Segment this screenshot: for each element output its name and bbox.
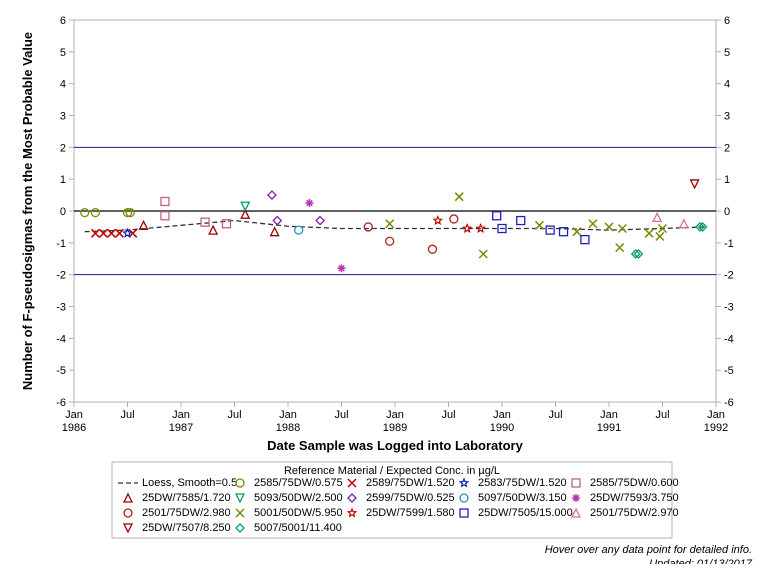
legend-title: Reference Material / Expected Conc. in µ… bbox=[284, 465, 500, 477]
legend-item: 2599/75DW/0.525 bbox=[348, 492, 455, 504]
legend-item: 25DW/7593/3.750 bbox=[572, 492, 679, 504]
svg-text:2: 2 bbox=[60, 142, 66, 154]
svg-text:1: 1 bbox=[724, 174, 730, 186]
svg-text:2585/75DW/0.575: 2585/75DW/0.575 bbox=[254, 477, 343, 489]
svg-text:4: 4 bbox=[724, 79, 730, 91]
svg-text:Jan: Jan bbox=[65, 409, 83, 421]
svg-text:-3: -3 bbox=[56, 302, 66, 314]
svg-text:Jan: Jan bbox=[707, 409, 725, 421]
footer-line1: Hover over any data point for detailed i… bbox=[545, 544, 752, 556]
svg-text:2599/75DW/0.525: 2599/75DW/0.525 bbox=[366, 492, 455, 504]
svg-text:5093/50DW/2.500: 5093/50DW/2.500 bbox=[254, 492, 343, 504]
svg-text:Jan: Jan bbox=[493, 409, 511, 421]
svg-text:1989: 1989 bbox=[383, 422, 407, 434]
legend-item: 2589/75DW/1.520 bbox=[348, 477, 455, 489]
legend-item: 5001/50DW/5.950 bbox=[236, 507, 343, 519]
legend-item: Loess, Smooth=0.5 bbox=[118, 477, 237, 489]
chart-container: -6 -6 -5 -5 -4 -4 -3 -3 -2 -2 -1 -1 0 0 1 1 2 2 3 3 4 4 5 5 6 6 Ja… bbox=[12, 12, 756, 564]
svg-text:Loess, Smooth=0.5: Loess, Smooth=0.5 bbox=[142, 477, 237, 489]
svg-text:5001/50DW/5.950: 5001/50DW/5.950 bbox=[254, 507, 343, 519]
legend-item: 2501/75DW/2.980 bbox=[124, 507, 231, 519]
svg-text:-1: -1 bbox=[724, 238, 734, 250]
svg-text:Jan: Jan bbox=[600, 409, 618, 421]
svg-text:25DW/7585/1.720: 25DW/7585/1.720 bbox=[142, 492, 231, 504]
svg-text:-5: -5 bbox=[724, 365, 734, 377]
svg-text:2: 2 bbox=[724, 142, 730, 154]
svg-text:-1: -1 bbox=[56, 238, 66, 250]
svg-text:6: 6 bbox=[724, 15, 730, 27]
svg-text:2583/75DW/1.520: 2583/75DW/1.520 bbox=[478, 477, 567, 489]
legend-item: 5093/50DW/2.500 bbox=[236, 492, 343, 504]
footer-line2: Updated: 01/13/2017 bbox=[649, 558, 753, 564]
legend-item: 25DW/7505/15.000 bbox=[460, 507, 573, 519]
x-axis-label: Date Sample was Logged into Laboratory bbox=[267, 438, 523, 453]
svg-text:4: 4 bbox=[60, 79, 66, 91]
svg-text:1991: 1991 bbox=[597, 422, 621, 434]
svg-text:3: 3 bbox=[724, 111, 730, 123]
svg-text:2501/75DW/2.980: 2501/75DW/2.980 bbox=[142, 507, 231, 519]
svg-text:Jul: Jul bbox=[655, 409, 669, 421]
svg-text:25DW/7505/15.000: 25DW/7505/15.000 bbox=[478, 507, 573, 519]
legend-item: 2585/75DW/0.575 bbox=[236, 477, 343, 489]
scatter-chart: -6 -6 -5 -5 -4 -4 -3 -3 -2 -2 -1 -1 0 0 1 1 2 2 3 3 4 4 5 5 6 6 Ja… bbox=[12, 12, 756, 564]
svg-text:-5: -5 bbox=[56, 365, 66, 377]
svg-text:3: 3 bbox=[60, 111, 66, 123]
svg-text:-2: -2 bbox=[56, 270, 66, 282]
svg-text:5: 5 bbox=[60, 47, 66, 59]
svg-text:-2: -2 bbox=[724, 270, 734, 282]
svg-text:1986: 1986 bbox=[62, 422, 86, 434]
svg-text:2585/75DW/0.600: 2585/75DW/0.600 bbox=[590, 477, 679, 489]
svg-text:0: 0 bbox=[60, 206, 66, 218]
svg-text:25DW/7507/8.250: 25DW/7507/8.250 bbox=[142, 522, 231, 534]
svg-text:Jul: Jul bbox=[441, 409, 455, 421]
svg-text:1987: 1987 bbox=[169, 422, 193, 434]
svg-text:1: 1 bbox=[60, 174, 66, 186]
svg-text:-6: -6 bbox=[56, 397, 66, 409]
svg-text:-6: -6 bbox=[724, 397, 734, 409]
legend-item: 25DW/7599/1.580 bbox=[348, 507, 454, 519]
legend-item: 5007/5001/11.400 bbox=[236, 522, 342, 534]
svg-text:5: 5 bbox=[724, 47, 730, 59]
svg-text:1990: 1990 bbox=[490, 422, 514, 434]
legend-item: 2585/75DW/0.600 bbox=[572, 477, 679, 489]
svg-text:2589/75DW/1.520: 2589/75DW/1.520 bbox=[366, 477, 455, 489]
svg-text:Jan: Jan bbox=[279, 409, 297, 421]
svg-text:-4: -4 bbox=[56, 333, 66, 345]
legend-item: 25DW/7585/1.720 bbox=[124, 492, 231, 504]
svg-text:0: 0 bbox=[724, 206, 730, 218]
svg-text:2501/75DW/2.970: 2501/75DW/2.970 bbox=[590, 507, 679, 519]
svg-text:Jul: Jul bbox=[548, 409, 562, 421]
svg-text:1992: 1992 bbox=[704, 422, 728, 434]
svg-text:-3: -3 bbox=[724, 302, 734, 314]
legend-item: 2501/75DW/2.970 bbox=[572, 507, 679, 519]
svg-text:Jan: Jan bbox=[386, 409, 404, 421]
legend-item: 5097/50DW/3.150 bbox=[460, 492, 567, 504]
svg-text:Jul: Jul bbox=[227, 409, 241, 421]
svg-text:25DW/7593/3.750: 25DW/7593/3.750 bbox=[590, 492, 679, 504]
svg-text:-4: -4 bbox=[724, 333, 734, 345]
svg-text:5097/50DW/3.150: 5097/50DW/3.150 bbox=[478, 492, 567, 504]
svg-text:1988: 1988 bbox=[276, 422, 300, 434]
svg-text:Jan: Jan bbox=[172, 409, 190, 421]
svg-text:6: 6 bbox=[60, 15, 66, 27]
svg-text:Jul: Jul bbox=[120, 409, 134, 421]
legend-item: 25DW/7507/8.250 bbox=[124, 522, 231, 534]
svg-text:Jul: Jul bbox=[334, 409, 348, 421]
svg-text:5007/5001/11.400: 5007/5001/11.400 bbox=[254, 522, 342, 534]
legend-item: 2583/75DW/1.520 bbox=[460, 477, 566, 489]
y-axis-label: Number of F-pseudosigmas from the Most P… bbox=[20, 32, 35, 390]
svg-text:25DW/7599/1.580: 25DW/7599/1.580 bbox=[366, 507, 455, 519]
